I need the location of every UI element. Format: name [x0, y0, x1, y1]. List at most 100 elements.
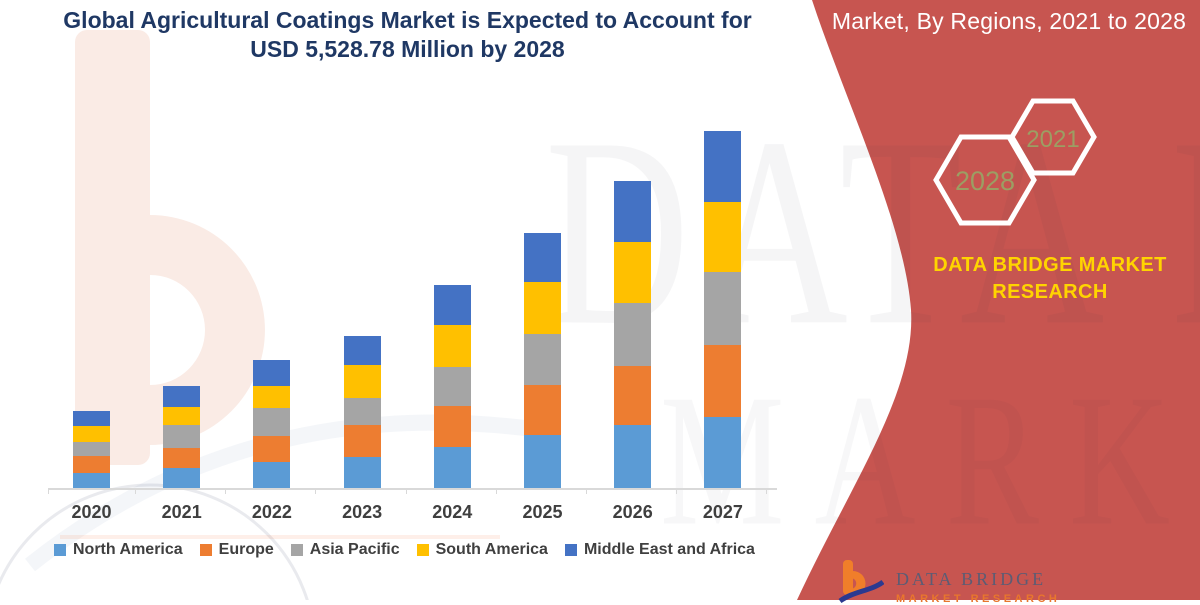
segment-middle-east-and-africa-2027 — [704, 130, 742, 203]
segment-south-america-2024 — [433, 325, 471, 367]
legend-swatch — [54, 544, 66, 556]
legend-swatch — [416, 544, 429, 556]
footer-logo-text: DATA BRIDGE MARKET RESEARCH — [896, 558, 1060, 605]
legend-item-north-america: North America — [54, 541, 183, 559]
legend-swatch — [564, 544, 577, 556]
segment-north-america-2022 — [253, 461, 291, 488]
year-hexagons: 2028 2021 — [933, 98, 1097, 226]
x-axis-label-2021: 2021 — [161, 502, 202, 522]
bar-2025 — [524, 232, 561, 488]
segment-middle-east-and-africa-2021 — [163, 385, 201, 407]
segment-south-america-2021 — [163, 406, 201, 426]
x-axis-tick — [586, 488, 587, 494]
segment-europe-2022 — [253, 436, 291, 462]
legend-label: Middle East and Africa — [583, 541, 755, 558]
x-axis-label-2026: 2026 — [612, 502, 653, 522]
bar-2022 — [253, 360, 291, 488]
x-axis-label-2023: 2023 — [342, 502, 383, 522]
segment-north-america-2021 — [163, 467, 201, 488]
segment-europe-2020 — [73, 455, 110, 473]
x-axis-tick — [495, 488, 497, 494]
hexagon-2021 — [1009, 98, 1097, 176]
segment-north-america-2027 — [704, 417, 742, 488]
x-axis-label-2025: 2025 — [522, 502, 563, 522]
bar-2020 — [73, 411, 110, 488]
brand-text-line1: DATA BRIDGE MARKET — [933, 254, 1167, 276]
bar-2024 — [433, 284, 471, 488]
watermark-ring — [0, 483, 309, 600]
segment-europe-2023 — [343, 425, 381, 457]
segment-middle-east-and-africa-2024 — [433, 284, 471, 325]
legend-swatch — [290, 544, 303, 556]
footer-logo-b-icon — [838, 560, 884, 604]
chart-title-line2: USD 5,528.78 Million by 2028 — [250, 36, 565, 62]
segment-europe-2021 — [163, 448, 201, 468]
legend-item-europe: Europe — [199, 541, 274, 559]
segment-north-america-2024 — [433, 446, 471, 488]
x-axis-tick — [405, 488, 407, 494]
legend-item-middle-east-and-africa: Middle East and Africa — [564, 541, 755, 559]
segment-asia-pacific-2025 — [524, 333, 561, 385]
segment-middle-east-and-africa-2023 — [343, 336, 381, 366]
chart-title: Global Agricultural Coatings Market is E… — [0, 6, 815, 64]
segment-north-america-2023 — [343, 456, 381, 488]
segment-asia-pacific-2024 — [433, 366, 471, 406]
x-axis-tick — [48, 488, 49, 494]
segment-south-america-2020 — [73, 426, 110, 443]
legend-item-south-america: South America — [416, 541, 548, 559]
watermark-strip — [60, 535, 500, 539]
segment-middle-east-and-africa-2020 — [73, 411, 110, 427]
segment-north-america-2020 — [73, 472, 110, 488]
segment-middle-east-and-africa-2022 — [253, 360, 291, 386]
segment-south-america-2023 — [343, 365, 381, 398]
segment-south-america-2022 — [253, 385, 291, 409]
x-axis-tick — [766, 488, 768, 494]
watermark-b-stem — [75, 30, 150, 465]
stacked-bar-chart: 2020 2021 2022 2023 2024 2025 2026 2027 — [48, 100, 777, 522]
segment-north-america-2025 — [524, 435, 561, 488]
brand-text: DATA BRIDGE MARKET RESEARCH — [898, 252, 1200, 306]
brand-text-line2: RESEARCH — [992, 281, 1108, 303]
bar-2023 — [343, 336, 381, 488]
legend-label: North America — [73, 541, 183, 558]
segment-europe-2027 — [704, 345, 742, 418]
x-axis-tick — [315, 488, 317, 494]
banner-heading: Market, By Regions, 2021 to 2028 — [831, 8, 1187, 34]
chart-legend: North America Europe Asia Pacific South Ame… — [54, 541, 755, 559]
hexagon-2028-label: 2028 — [955, 166, 1015, 196]
segment-south-america-2025 — [524, 282, 561, 334]
bar-2021 — [163, 385, 201, 488]
legend-swatch — [199, 544, 212, 556]
segment-asia-pacific-2026 — [614, 302, 652, 367]
footer-brand-name: DATA BRIDGE — [896, 569, 1047, 589]
segment-asia-pacific-2022 — [253, 408, 291, 437]
footer-brand-subtitle: MARKET RESEARCH — [896, 593, 1061, 605]
segment-asia-pacific-2020 — [73, 442, 110, 456]
segment-middle-east-and-africa-2026 — [614, 181, 652, 242]
segment-asia-pacific-2023 — [343, 397, 381, 426]
x-axis-tick — [135, 488, 136, 494]
legend-label: Europe — [218, 541, 274, 558]
x-axis-tick — [676, 488, 678, 494]
hexagon-2021-label: 2021 — [1026, 126, 1079, 153]
segment-europe-2025 — [524, 384, 561, 436]
x-axis-tick — [225, 488, 227, 494]
legend-item-asia-pacific: Asia Pacific — [290, 541, 400, 559]
x-axis-label-2024: 2024 — [432, 502, 473, 522]
hexagon-2028 — [933, 134, 1037, 226]
bar-2027 — [704, 130, 742, 488]
x-axis-label-2020: 2020 — [71, 502, 112, 522]
x-axis-label-2027: 2027 — [702, 502, 743, 522]
segment-asia-pacific-2021 — [163, 425, 201, 449]
legend-label: South America — [435, 541, 548, 558]
segment-asia-pacific-2027 — [704, 272, 742, 346]
segment-europe-2024 — [433, 406, 471, 447]
segment-south-america-2026 — [614, 241, 652, 303]
segment-south-america-2027 — [704, 202, 742, 273]
x-axis-label-2022: 2022 — [251, 502, 292, 522]
legend-label: Asia Pacific — [309, 541, 400, 558]
segment-middle-east-and-africa-2025 — [524, 232, 561, 283]
bar-2026 — [614, 181, 652, 488]
chart-title-line1: Global Agricultural Coatings Market is E… — [63, 7, 752, 33]
